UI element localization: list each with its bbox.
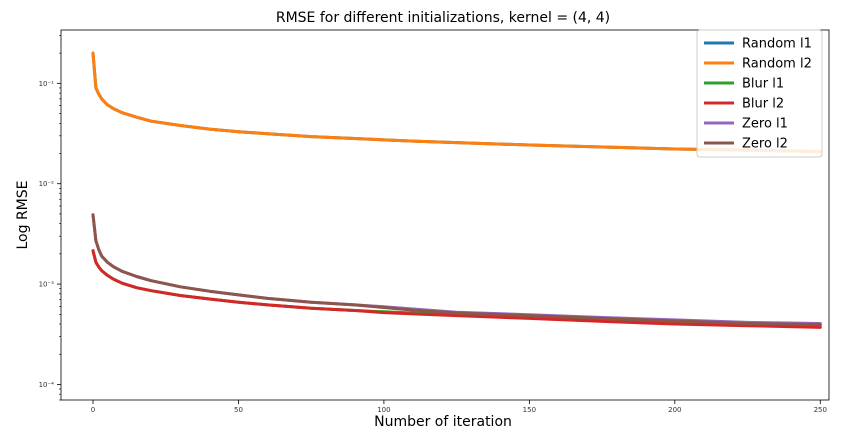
x-tick-label: 50 xyxy=(234,406,243,414)
series-line-zero-l2 xyxy=(91,213,822,327)
x-tick-label: 100 xyxy=(377,406,390,414)
legend-label-random-l2: Random l2 xyxy=(742,57,812,72)
x-tick-label: 0 xyxy=(91,406,95,414)
y-axis: 10⁻⁴ 10⁻³ 10⁻² 10⁻¹ xyxy=(39,35,61,401)
legend: Random l1 Random l2 Blur l1 Blur l2 Zero l1 Z… xyxy=(696,29,823,158)
plot-area xyxy=(60,29,830,401)
y-tick-label: 10⁻¹ xyxy=(39,80,55,88)
y-tick-label: 10⁻³ xyxy=(39,281,55,289)
series-line-random-l2 xyxy=(91,51,822,154)
y-axis-label: Log RMSE xyxy=(15,181,31,250)
chart-title: RMSE for different initializations, kern… xyxy=(276,10,610,26)
plot-frame xyxy=(60,29,830,401)
series-line-blur-l2 xyxy=(91,249,822,329)
legend-items: Random l1 Random l2 Blur l1 Blur l2 Zero l1 Z… xyxy=(704,37,812,152)
x-tick-label: 250 xyxy=(814,406,827,414)
legend-label-zero-l2: Zero l2 xyxy=(742,137,788,152)
series-lines xyxy=(91,51,822,329)
y-tick-label: 10⁻⁴ xyxy=(39,381,55,389)
x-tick-label: 200 xyxy=(668,406,681,414)
legend-label-random-l1: Random l1 xyxy=(742,37,812,52)
legend-label-zero-l1: Zero l1 xyxy=(742,117,788,132)
y-tick-label: 10⁻² xyxy=(39,180,55,188)
legend-label-blur-l1: Blur l1 xyxy=(742,77,784,92)
x-axis: 0 50 100 150 200 250 xyxy=(91,400,827,414)
x-axis-label: Number of iteration xyxy=(374,414,512,430)
legend-label-blur-l2: Blur l2 xyxy=(742,97,784,112)
x-tick-label: 150 xyxy=(523,406,536,414)
